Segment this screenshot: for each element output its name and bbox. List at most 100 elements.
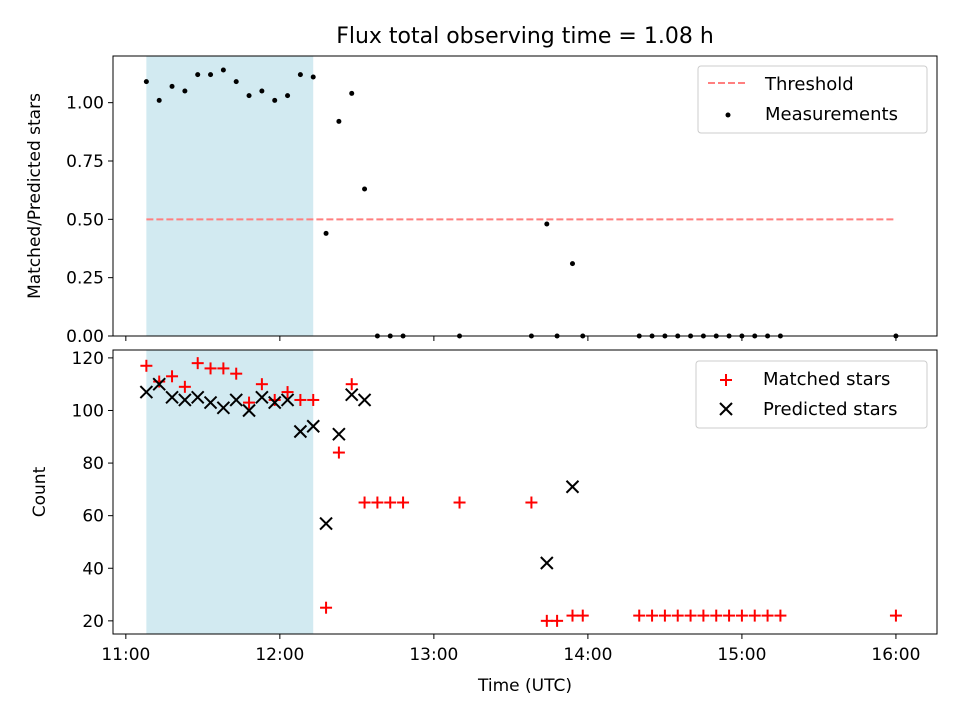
predicted-star-point — [203, 395, 218, 410]
matched-star-point — [371, 496, 384, 509]
predicted-star-point — [216, 401, 231, 415]
matched-star-point — [671, 609, 684, 622]
predicted-star-point — [306, 419, 320, 433]
predicted-star-point — [565, 480, 580, 494]
measurement-point — [336, 118, 342, 124]
matched-star-point — [332, 446, 345, 459]
matched-star-point — [735, 609, 748, 622]
measurement-point — [259, 88, 265, 94]
predicted-star-point — [293, 424, 308, 439]
matched-star-point — [576, 609, 589, 622]
matched-star-point — [294, 393, 307, 406]
x-tick-label: 12:00 — [255, 645, 304, 665]
measurement-point — [195, 72, 201, 78]
matched-star-point — [566, 609, 579, 622]
measurement-point — [362, 186, 368, 192]
top-axes-frame — [112, 55, 938, 337]
matched-star-point — [710, 609, 723, 622]
measurement-point — [156, 97, 162, 103]
measurement-point — [169, 83, 175, 89]
x-tick-label: 15:00 — [717, 645, 766, 665]
matched-star-point — [723, 609, 736, 622]
matched-star-point — [281, 386, 294, 399]
matched-star-point — [191, 357, 204, 370]
matched-star-point — [345, 378, 358, 391]
threshold-legend-label: Threshold — [764, 74, 854, 95]
predicted-star-point — [255, 390, 269, 405]
bottom-y-tick-label: 20 — [82, 612, 104, 632]
matched-star-point — [540, 614, 553, 627]
matched-star-point — [243, 396, 256, 409]
matched-star-point — [658, 609, 671, 622]
predicted-star-point — [540, 556, 554, 570]
matched-star-point — [166, 370, 179, 383]
matched-star-point — [320, 601, 333, 614]
matched-star-point — [633, 609, 646, 622]
top-y-tick-label: 0.00 — [66, 327, 104, 347]
matched-star-point — [761, 609, 774, 622]
measurement-point — [285, 93, 291, 99]
bottom-axes-frame — [112, 349, 938, 635]
matched-star-point — [358, 496, 371, 509]
measurement-point — [272, 97, 278, 103]
bottom-legend: Matched stars Predicted stars — [695, 360, 928, 429]
predicted-star-point — [319, 516, 333, 531]
matched-star-point — [889, 609, 902, 622]
measurement-point — [208, 72, 214, 78]
measurement-point — [349, 90, 355, 96]
x-tick-label: 11:00 — [101, 645, 150, 665]
measurement-point — [323, 230, 329, 236]
measurement-point — [246, 93, 252, 99]
matched-star-point — [230, 367, 243, 380]
predicted-star-point — [280, 393, 295, 407]
predicted-star-point — [229, 393, 243, 407]
top-y-tick-label: 0.25 — [66, 269, 104, 289]
predicted-star-point — [178, 393, 192, 407]
matched-star-point — [684, 609, 697, 622]
measurement-point — [182, 88, 188, 94]
measurement-point — [544, 221, 550, 227]
measurement-point — [310, 74, 316, 80]
bottom-y-tick-label: 40 — [82, 559, 104, 579]
bottom-y-axis-label: Count — [30, 466, 50, 517]
bottom-y-tick-label: 100 — [72, 401, 104, 421]
measurement-point — [220, 67, 226, 73]
predicted-star-point — [165, 390, 179, 405]
matched-star-point — [551, 614, 564, 627]
matched-star-point — [748, 609, 761, 622]
matched-star-point — [646, 609, 659, 622]
matched-star-point — [697, 609, 710, 622]
matched-star-point — [397, 496, 410, 509]
matched-legend-label: Matched stars — [763, 369, 890, 390]
x-tick-label: 16:00 — [871, 645, 920, 665]
bottom-y-tick-label: 60 — [82, 507, 104, 527]
top-y-axis-label: Matched/Predicted stars — [25, 93, 45, 299]
predicted-legend-label: Predicted stars — [763, 399, 897, 420]
measurement-point — [233, 79, 239, 85]
top-observing-span — [146, 56, 314, 336]
matched-star-point — [525, 496, 538, 509]
top-legend-box — [697, 65, 928, 134]
x-tick-label: 13:00 — [409, 645, 458, 665]
measurements-legend-label: Measurements — [765, 104, 898, 125]
measurements-legend-swatch — [725, 112, 731, 118]
matched-star-point — [204, 362, 217, 375]
predicted-legend-swatch — [719, 402, 733, 416]
predicted-star-point — [345, 387, 359, 402]
x-axis-label: Time (UTC) — [477, 676, 572, 696]
bottom-y-tick-label: 120 — [72, 349, 104, 369]
matched-star-point — [178, 380, 191, 393]
predicted-star-point — [139, 385, 154, 399]
bottom-legend-box — [695, 360, 928, 429]
top-legend: Threshold Measurements — [697, 65, 928, 134]
chart-title: Flux total observing time = 1.08 h — [336, 24, 714, 49]
top-y-tick-label: 0.50 — [66, 210, 104, 230]
matched-star-point — [774, 609, 787, 622]
bottom-panel: 20 40 60 80 100 120 11:00 12:00 13:00 14:00 15:00… — [30, 349, 938, 696]
matched-star-point — [217, 362, 230, 375]
x-tick-label: 14:00 — [563, 645, 612, 665]
matched-star-point — [307, 393, 320, 406]
predicted-star-point — [152, 377, 166, 391]
matched-star-point — [140, 359, 153, 372]
